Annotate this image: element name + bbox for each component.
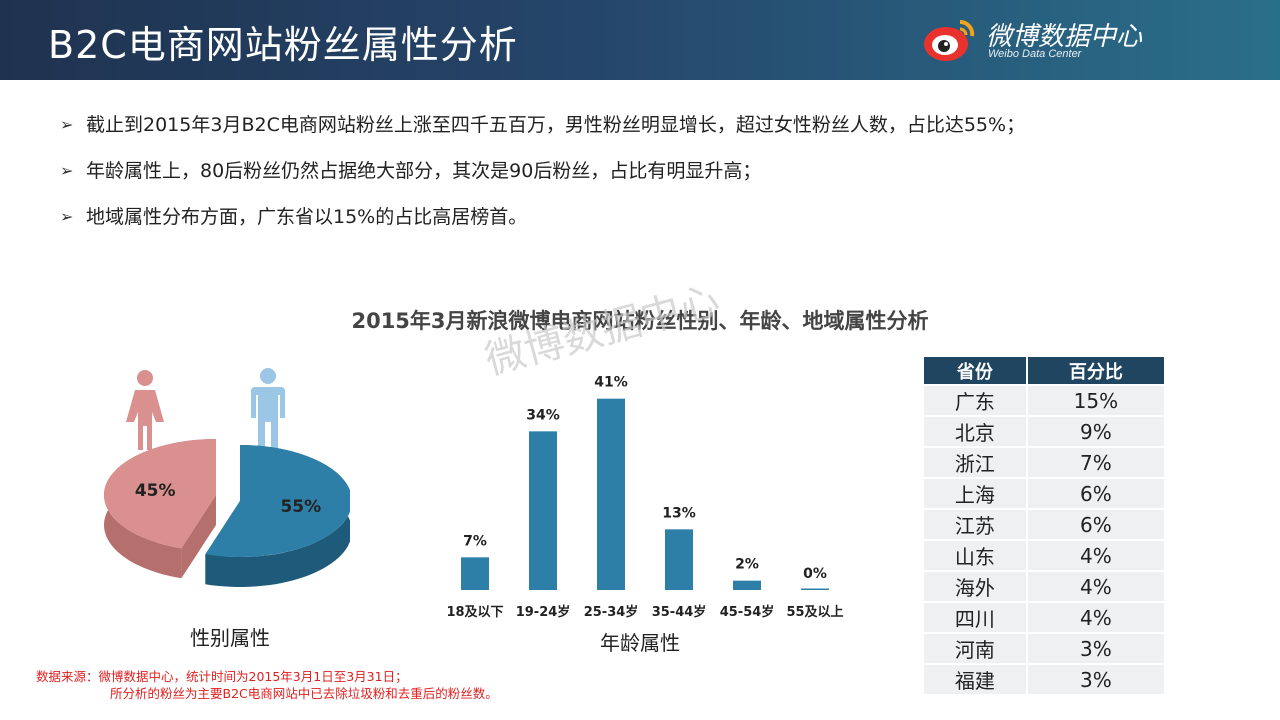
pie-data-label: 45% <box>135 481 176 501</box>
chart-title: 2015年3月新浪微博电商网站粉丝性别、年龄、地域属性分析 <box>351 309 929 333</box>
bar-data-label: 13% <box>662 505 696 521</box>
bullet-item: ➢ 年龄属性上，80后粉丝仍然占据绝大部分，其次是90后粉丝，占比有明显升高； <box>60 156 1210 202</box>
arrow-bullet-icon: ➢ <box>60 115 74 134</box>
table-row: 四川 4% <box>922 601 1167 634</box>
logo-text: 微博数据中心 <box>986 22 1143 52</box>
arrow-bullet-icon: ➢ <box>60 207 74 226</box>
percent-cell: 4% <box>1025 601 1167 634</box>
age-bar-chart: 7% 18及以下 34% 19-24岁 41% 25-34岁 13% 35-44岁 2% 45-5… <box>446 375 843 655</box>
bar-category-label: 35-44岁 <box>652 604 707 620</box>
male-slice <box>205 445 350 587</box>
age-bar <box>733 580 761 590</box>
percent-cell: 3% <box>1025 663 1167 696</box>
bullet-item: ➢ 截止到2015年3月B2C电商网站粉丝上涨至四千五百万，男性粉丝明显增长，超… <box>60 110 1210 156</box>
table-row: 山东 4% <box>922 539 1167 572</box>
bullet-text: 年龄属性上，80后粉丝仍然占据绝大部分，其次是90后粉丝，占比有明显升高； <box>86 160 762 182</box>
province-cell: 浙江 <box>922 446 1028 479</box>
province-cell: 上海 <box>922 477 1028 510</box>
table-row: 广东 15% <box>922 384 1167 417</box>
percent-cell: 4% <box>1025 539 1167 572</box>
province-cell: 广东 <box>922 384 1028 417</box>
bar-data-label: 34% <box>526 407 560 423</box>
data-source-note: 数据来源：微博数据中心，统计时间为2015年3月1日至3月31日； 所分析的粉丝… <box>36 668 498 702</box>
weibo-eye-icon <box>924 19 975 61</box>
female-icon <box>126 370 164 450</box>
column-header-percent: 百分比 <box>1025 355 1167 386</box>
bullet-text: 地域属性分布方面，广东省以15%的占比高居榜首。 <box>86 206 528 228</box>
province-cell: 四川 <box>922 601 1028 634</box>
age-bar <box>597 398 625 590</box>
logo-subtext: Weibo Data Center <box>988 48 1082 60</box>
column-header-province: 省份 <box>922 355 1028 386</box>
bar-category-label: 18及以下 <box>446 605 503 620</box>
percent-cell: 6% <box>1025 477 1167 510</box>
bar-data-label: 0% <box>803 566 827 582</box>
age-bar <box>529 431 557 590</box>
arrow-bullet-icon: ➢ <box>60 161 74 180</box>
table-row: 海外 4% <box>922 570 1167 603</box>
bar-category-label: 19-24岁 <box>516 604 571 620</box>
percent-cell: 9% <box>1025 415 1167 448</box>
percent-cell: 4% <box>1025 570 1167 603</box>
age-bar <box>801 588 829 590</box>
province-cell: 河南 <box>922 632 1028 665</box>
percent-cell: 15% <box>1025 384 1167 417</box>
weibo-logo: 微博数据中心 Weibo Data Center <box>920 14 1260 66</box>
bullet-list: ➢ 截止到2015年3月B2C电商网站粉丝上涨至四千五百万，男性粉丝明显增长，超… <box>60 110 1210 248</box>
age-bar <box>665 529 693 590</box>
bar-data-label: 2% <box>735 557 759 573</box>
province-table: 省份 百分比 广东 15% 北京 9% 浙江 7% 上海 6% 江苏 6% 山东 4% 海外 4% 四川 4%… <box>922 355 1167 696</box>
province-cell: 北京 <box>922 415 1028 448</box>
header-bar: B2C电商网站粉丝属性分析 微博数据中心 Weibo Data Center <box>0 0 1280 80</box>
percent-cell: 7% <box>1025 446 1167 479</box>
percent-cell: 3% <box>1025 632 1167 665</box>
source-line-1: 数据来源：微博数据中心，统计时间为2015年3月1日至3月31日； <box>36 669 408 684</box>
male-icon <box>251 368 285 450</box>
province-cell: 山东 <box>922 539 1028 572</box>
bar-category-label: 45-54岁 <box>720 604 775 620</box>
table-row: 北京 9% <box>922 415 1167 448</box>
bar-category-label: 25-34岁 <box>584 604 639 620</box>
province-cell: 江苏 <box>922 508 1028 541</box>
bar-chart-title: 年龄属性 <box>600 631 680 655</box>
bullet-text: 截止到2015年3月B2C电商网站粉丝上涨至四千五百万，男性粉丝明显增长，超过女… <box>86 114 1026 136</box>
pie-data-label: 55% <box>280 497 321 517</box>
bar-category-label: 55及以上 <box>786 605 843 620</box>
table-row: 福建 3% <box>922 663 1167 696</box>
table-row: 上海 6% <box>922 477 1167 510</box>
female-slice <box>103 439 216 579</box>
table-row: 河南 3% <box>922 632 1167 665</box>
source-line-2: 所分析的粉丝为主要B2C电商网站中已去除垃圾粉和去重后的粉丝数。 <box>110 686 498 701</box>
bar-data-label: 41% <box>594 375 628 391</box>
province-cell: 福建 <box>922 663 1028 696</box>
table-row: 浙江 7% <box>922 446 1167 479</box>
page-title: B2C电商网站粉丝属性分析 <box>48 23 518 67</box>
province-cell: 海外 <box>922 570 1028 603</box>
gender-pie-chart: 45% 55% 性别属性 <box>103 368 350 650</box>
pie-chart-title: 性别属性 <box>190 626 270 650</box>
bar-data-label: 7% <box>463 533 487 549</box>
percent-cell: 6% <box>1025 508 1167 541</box>
bullet-item: ➢ 地域属性分布方面，广东省以15%的占比高居榜首。 <box>60 202 1210 248</box>
age-bar <box>461 557 489 590</box>
table-row: 江苏 6% <box>922 508 1167 541</box>
